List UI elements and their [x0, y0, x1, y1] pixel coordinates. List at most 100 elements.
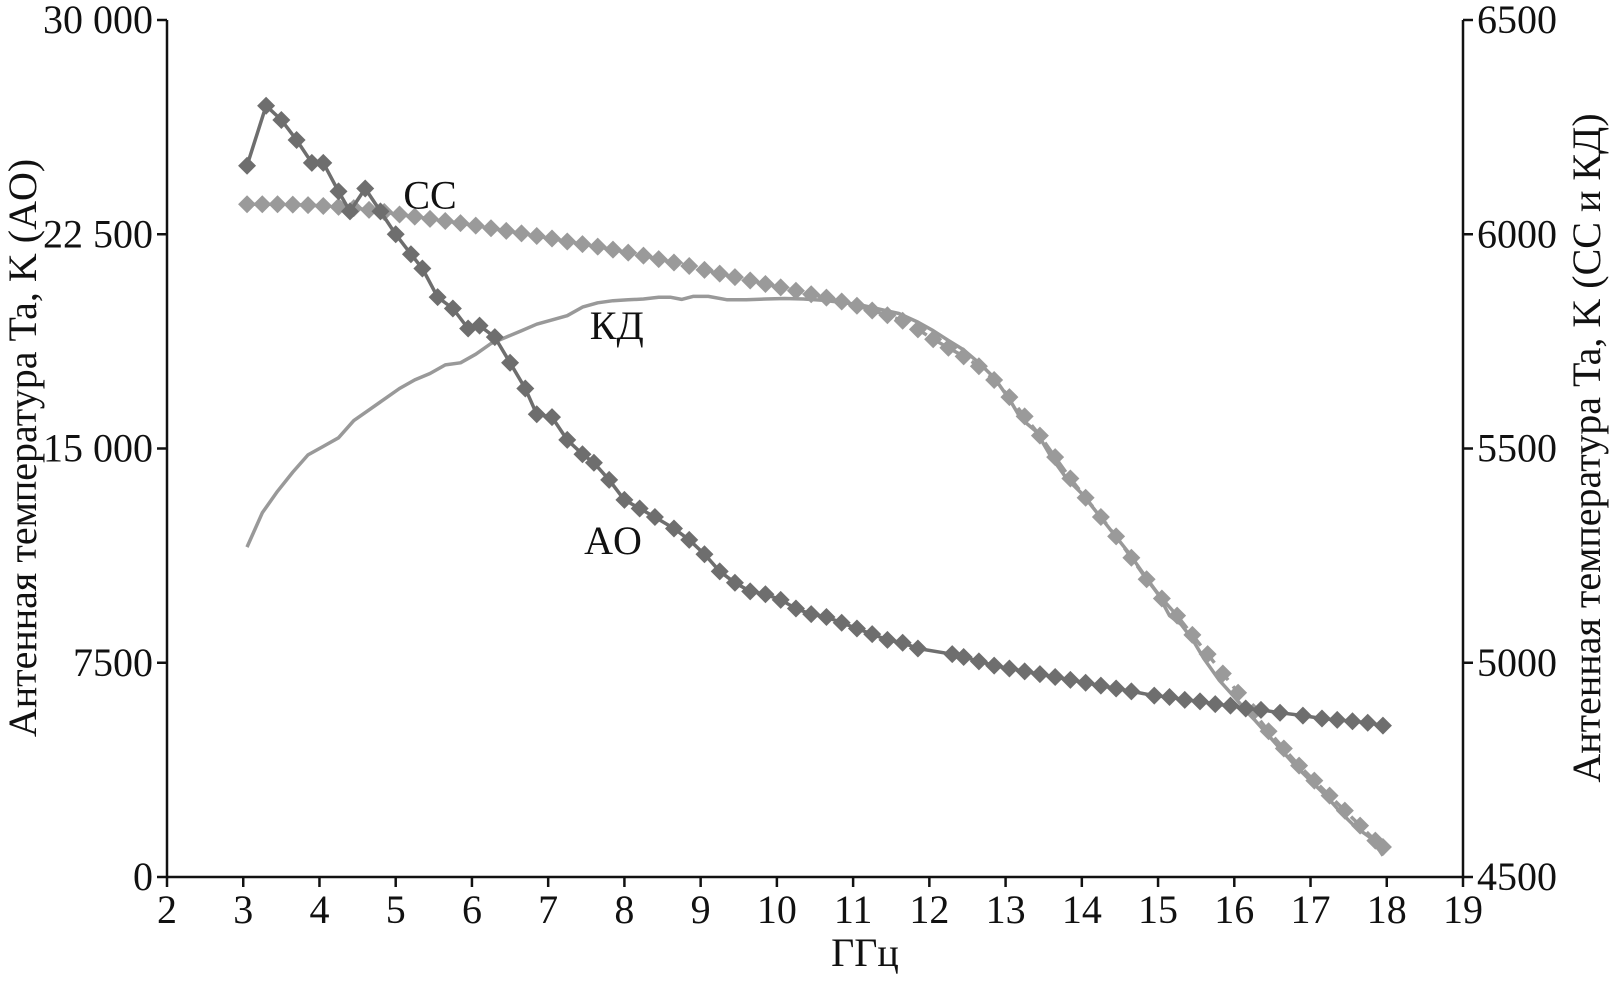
y-axis-right-title: Антенная температура Ta, K (CC и КД)	[1564, 113, 1609, 782]
series-ao-point	[527, 405, 546, 424]
series-ao-point	[1373, 716, 1392, 735]
x-axis-title: ГГц	[831, 930, 899, 975]
series-cc-point	[771, 278, 790, 297]
series-cc-point	[710, 264, 729, 283]
series-cc-point	[908, 320, 927, 339]
series-ao-point	[340, 202, 359, 221]
series-cc-point	[741, 271, 760, 290]
series-label-kd: КД	[590, 303, 644, 348]
x-tick-label: 11	[834, 887, 873, 932]
series-cc-point	[436, 211, 455, 230]
series-cc-point	[603, 240, 622, 259]
series-cc	[238, 195, 1392, 857]
series-cc-point	[725, 268, 744, 287]
y-left-tick-label: 15 000	[43, 426, 153, 471]
series-ao-point	[756, 585, 775, 604]
series-ao-point	[1145, 686, 1164, 705]
series-cc-point	[421, 209, 440, 228]
y-left-tick-label: 7500	[73, 640, 153, 685]
series-ao-point	[413, 259, 432, 278]
x-tick-label: 15	[1138, 887, 1178, 932]
series-cc-point	[1335, 801, 1354, 820]
series-ao-point	[1061, 670, 1080, 689]
series-ao-point	[356, 179, 375, 198]
series-cc-point	[497, 221, 516, 240]
series-ao-point	[470, 316, 489, 335]
series-cc-point	[619, 243, 638, 262]
series-cc-point	[954, 347, 973, 366]
x-tick-label: 3	[233, 887, 253, 932]
series-ao-point	[786, 599, 805, 618]
series-ao-point	[832, 613, 851, 632]
x-tick-label: 12	[909, 887, 949, 932]
series-ao-point	[238, 156, 257, 175]
series-ao-point	[329, 182, 348, 201]
y-right-tick-label: 5500	[1477, 426, 1557, 471]
series-ao-point	[802, 605, 821, 624]
series-ao-point	[847, 619, 866, 638]
series-cc-point	[1320, 786, 1339, 805]
series-kd	[245, 294, 1385, 857]
series-cc-point	[649, 250, 668, 269]
series-ao-point	[664, 519, 683, 538]
series-cc-point	[1373, 838, 1392, 857]
series-ao-point	[1312, 709, 1331, 728]
series-cc-point	[1046, 448, 1065, 467]
series-ao-point	[1076, 673, 1095, 692]
series-cc-point	[802, 285, 821, 304]
series-ao-point	[1091, 676, 1110, 695]
x-axis-ticks: 2 3 4 5 6 7 8 9 10 11 12 13 14 15 16 17 18 19	[157, 877, 1483, 932]
series-cc-point	[817, 288, 836, 307]
series-label-cc: CC	[403, 173, 456, 218]
series-cc-point	[527, 226, 546, 245]
series-ao-point	[1190, 692, 1209, 711]
series-cc-point	[1107, 527, 1126, 546]
series-ao-point	[1251, 700, 1270, 719]
series-ao-point	[645, 508, 664, 527]
series-ao-point	[443, 299, 462, 318]
x-tick-label: 9	[691, 887, 711, 932]
series-cc-point	[542, 229, 561, 248]
series-cc-point	[390, 205, 409, 224]
x-tick-label: 5	[386, 887, 406, 932]
series-ao-point	[741, 582, 760, 601]
series-ao-point	[584, 453, 603, 472]
series-ao-point	[516, 379, 535, 398]
series-ao-point	[615, 490, 634, 509]
series-cc-point	[893, 311, 912, 330]
series-cc-point	[664, 253, 683, 272]
series-ao-point	[1175, 690, 1194, 709]
series-cc-point	[268, 195, 287, 214]
series-cc-point	[1183, 625, 1202, 644]
series-ao-point	[257, 96, 276, 115]
series-cc-point	[756, 274, 775, 293]
x-tick-label: 2	[157, 887, 177, 932]
series-cc-point	[405, 207, 424, 226]
series-cc-point	[482, 219, 500, 238]
series-ao-point	[1271, 703, 1290, 722]
series-ao-point	[771, 590, 790, 609]
plot-axes	[165, 20, 1465, 879]
y-right-tick-label: 4500	[1477, 854, 1557, 899]
series-cc-point	[1076, 488, 1095, 507]
series-ao-point	[1160, 688, 1179, 707]
series-ao-point	[485, 328, 504, 347]
series-cc-point	[832, 292, 851, 311]
series-cc-point	[1229, 683, 1248, 702]
series-cc-point	[1061, 469, 1080, 488]
x-tick-label: 14	[1062, 887, 1102, 932]
series-ao-point	[817, 608, 836, 627]
series-ao-point	[630, 499, 649, 518]
series-cc-point	[1000, 388, 1019, 407]
series-cc-point	[1290, 756, 1309, 775]
series-ao-point	[314, 153, 333, 172]
series-cc-line	[247, 202, 1385, 849]
series-cc-point	[1198, 645, 1217, 664]
series-ao-point	[969, 652, 988, 671]
series-ao-point	[680, 530, 699, 549]
series-ao-point	[1236, 699, 1255, 718]
series-cc-point	[451, 214, 470, 233]
series-cc-point	[299, 196, 318, 215]
y-right-tick-label: 6500	[1477, 0, 1557, 42]
y-axis-right-ticks: 4500 5000 5500 6000 6500	[1463, 0, 1557, 899]
